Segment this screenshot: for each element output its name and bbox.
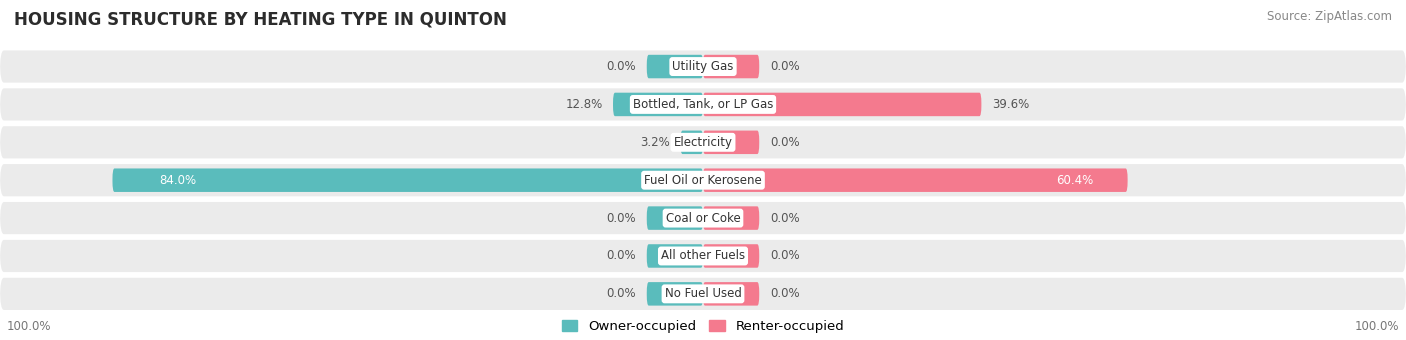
FancyBboxPatch shape: [703, 168, 1128, 192]
FancyBboxPatch shape: [703, 131, 759, 154]
Text: 0.0%: 0.0%: [606, 211, 637, 225]
Text: 0.0%: 0.0%: [606, 287, 637, 300]
FancyBboxPatch shape: [703, 93, 981, 116]
Text: Utility Gas: Utility Gas: [672, 60, 734, 73]
FancyBboxPatch shape: [0, 278, 1406, 310]
Text: 0.0%: 0.0%: [606, 60, 637, 73]
Legend: Owner-occupied, Renter-occupied: Owner-occupied, Renter-occupied: [561, 320, 845, 334]
Text: HOUSING STRUCTURE BY HEATING TYPE IN QUINTON: HOUSING STRUCTURE BY HEATING TYPE IN QUI…: [14, 10, 508, 28]
Text: 3.2%: 3.2%: [640, 136, 669, 149]
Text: Fuel Oil or Kerosene: Fuel Oil or Kerosene: [644, 174, 762, 187]
Text: 0.0%: 0.0%: [770, 287, 800, 300]
Text: 0.0%: 0.0%: [770, 136, 800, 149]
FancyBboxPatch shape: [703, 244, 759, 268]
FancyBboxPatch shape: [613, 93, 703, 116]
Text: 0.0%: 0.0%: [770, 60, 800, 73]
FancyBboxPatch shape: [0, 240, 1406, 272]
Text: All other Fuels: All other Fuels: [661, 250, 745, 262]
Text: 39.6%: 39.6%: [993, 98, 1029, 111]
Text: 0.0%: 0.0%: [770, 250, 800, 262]
FancyBboxPatch shape: [647, 282, 703, 306]
Text: 0.0%: 0.0%: [770, 211, 800, 225]
Text: Bottled, Tank, or LP Gas: Bottled, Tank, or LP Gas: [633, 98, 773, 111]
FancyBboxPatch shape: [0, 126, 1406, 158]
FancyBboxPatch shape: [703, 206, 759, 230]
FancyBboxPatch shape: [0, 88, 1406, 120]
FancyBboxPatch shape: [0, 164, 1406, 196]
Text: 84.0%: 84.0%: [160, 174, 197, 187]
FancyBboxPatch shape: [703, 282, 759, 306]
Text: 60.4%: 60.4%: [1056, 174, 1094, 187]
Text: 100.0%: 100.0%: [7, 320, 52, 333]
Text: Coal or Coke: Coal or Coke: [665, 211, 741, 225]
FancyBboxPatch shape: [703, 55, 759, 78]
FancyBboxPatch shape: [681, 131, 703, 154]
Text: No Fuel Used: No Fuel Used: [665, 287, 741, 300]
Text: 12.8%: 12.8%: [565, 98, 603, 111]
FancyBboxPatch shape: [0, 50, 1406, 83]
FancyBboxPatch shape: [647, 206, 703, 230]
Text: Electricity: Electricity: [673, 136, 733, 149]
Text: Source: ZipAtlas.com: Source: ZipAtlas.com: [1267, 10, 1392, 23]
FancyBboxPatch shape: [647, 55, 703, 78]
Text: 0.0%: 0.0%: [606, 250, 637, 262]
FancyBboxPatch shape: [647, 244, 703, 268]
FancyBboxPatch shape: [112, 168, 703, 192]
Text: 100.0%: 100.0%: [1354, 320, 1399, 333]
FancyBboxPatch shape: [0, 202, 1406, 234]
